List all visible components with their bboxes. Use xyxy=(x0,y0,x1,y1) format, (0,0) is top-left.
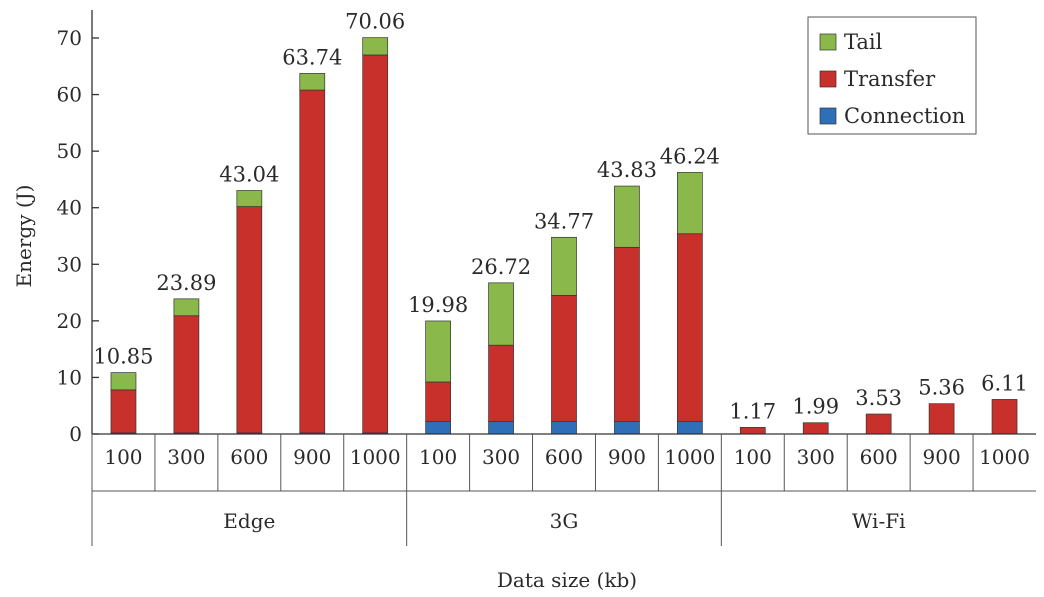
x-tick-label: 300 xyxy=(482,445,520,469)
bar-transfer xyxy=(614,246,640,422)
bar-transfer xyxy=(362,54,389,434)
total-label: 6.11 xyxy=(981,371,1028,395)
legend-label-tail: Tail xyxy=(844,30,883,54)
bar-transfer xyxy=(299,89,326,434)
bar-tail xyxy=(362,37,389,56)
x-tick-label: 1000 xyxy=(350,445,401,469)
total-label: 19.98 xyxy=(408,293,468,317)
total-label: 5.36 xyxy=(918,376,965,400)
bar-transfer xyxy=(173,315,200,434)
y-tick-label: 30 xyxy=(57,252,82,276)
category-table: 100 300 600 900 1000 Edge 100 300 600 900 1000 3G 10… xyxy=(91,434,1036,546)
legend-swatch-connection xyxy=(819,107,837,125)
legend-swatch-tail xyxy=(819,33,837,51)
y-ticks: 0 10 20 30 40 50 60 70 xyxy=(57,26,99,446)
bar-tail xyxy=(551,236,577,296)
bar-transfer xyxy=(865,413,892,435)
x-tick-label: 100 xyxy=(104,445,142,469)
y-tick-label: 70 xyxy=(57,26,82,50)
x-tick-label: 900 xyxy=(923,445,961,469)
total-label: 43.04 xyxy=(219,163,279,187)
bar-tail xyxy=(173,298,200,317)
group-label: 3G xyxy=(550,509,579,533)
total-label: 23.89 xyxy=(156,271,216,295)
bar-connection xyxy=(614,421,640,435)
bar-transfer xyxy=(425,381,451,422)
total-label: 1.17 xyxy=(729,399,776,423)
bar-transfer xyxy=(739,427,766,435)
legend-label-connection: Connection xyxy=(844,104,965,128)
x-tick-label: 300 xyxy=(167,445,205,469)
bar-transfer xyxy=(551,295,577,422)
total-label: 1.99 xyxy=(792,395,839,419)
x-tick-label: 900 xyxy=(608,445,646,469)
y-tick-label: 10 xyxy=(57,365,82,389)
x-axis-title: Data size (kb) xyxy=(497,568,637,592)
total-label: 70.06 xyxy=(345,10,405,34)
x-tick-label: 600 xyxy=(860,445,898,469)
x-tick-label: 1000 xyxy=(664,445,715,469)
bar-transfer xyxy=(488,344,514,422)
legend-swatch-transfer xyxy=(819,70,837,88)
y-tick-label: 50 xyxy=(57,139,82,163)
legend: Tail Transfer Connection xyxy=(807,16,977,135)
group-label: Wi-Fi xyxy=(852,509,906,533)
total-label: 63.74 xyxy=(282,45,342,69)
bar-tail xyxy=(110,372,137,391)
group-label: Edge xyxy=(223,509,275,533)
x-tick-label: 900 xyxy=(293,445,331,469)
x-tick-label: 600 xyxy=(545,445,583,469)
total-label: 43.83 xyxy=(597,158,657,182)
bar-transfer xyxy=(991,399,1018,435)
legend-label-transfer: Transfer xyxy=(844,67,936,91)
bar-tail xyxy=(488,282,514,346)
bar-connection xyxy=(677,421,703,435)
bar-transfer xyxy=(802,422,829,435)
y-tick-label: 60 xyxy=(57,83,82,107)
bar-connection xyxy=(488,421,514,435)
bar-connection xyxy=(551,421,577,435)
y-tick-label: 40 xyxy=(57,196,82,220)
bar-transfer xyxy=(928,403,955,435)
total-label: 10.85 xyxy=(93,345,153,369)
x-tick-label: 100 xyxy=(419,445,457,469)
bar-transfer xyxy=(677,233,703,422)
bar-transfer xyxy=(236,206,263,434)
y-axis-title: Energy (J) xyxy=(12,185,36,288)
x-tick-label: 600 xyxy=(230,445,268,469)
bar-tail xyxy=(299,73,326,91)
total-label: 3.53 xyxy=(855,386,902,410)
y-tick-label: 20 xyxy=(57,309,82,333)
bar-tail xyxy=(236,190,263,207)
total-label: 46.24 xyxy=(660,144,720,168)
y-tick-label: 0 xyxy=(69,422,82,446)
x-tick-label: 100 xyxy=(734,445,772,469)
bar-tail xyxy=(425,320,451,383)
x-tick-label: 1000 xyxy=(979,445,1030,469)
bar-tail xyxy=(677,172,703,235)
bar-transfer xyxy=(110,389,137,434)
bar-tail xyxy=(614,185,640,248)
axes-layer xyxy=(91,10,1036,435)
bar-connection xyxy=(425,421,451,435)
bars-layer xyxy=(110,37,1018,435)
x-tick-label: 300 xyxy=(797,445,835,469)
total-label: 26.72 xyxy=(471,255,531,279)
total-label: 34.77 xyxy=(534,209,594,233)
